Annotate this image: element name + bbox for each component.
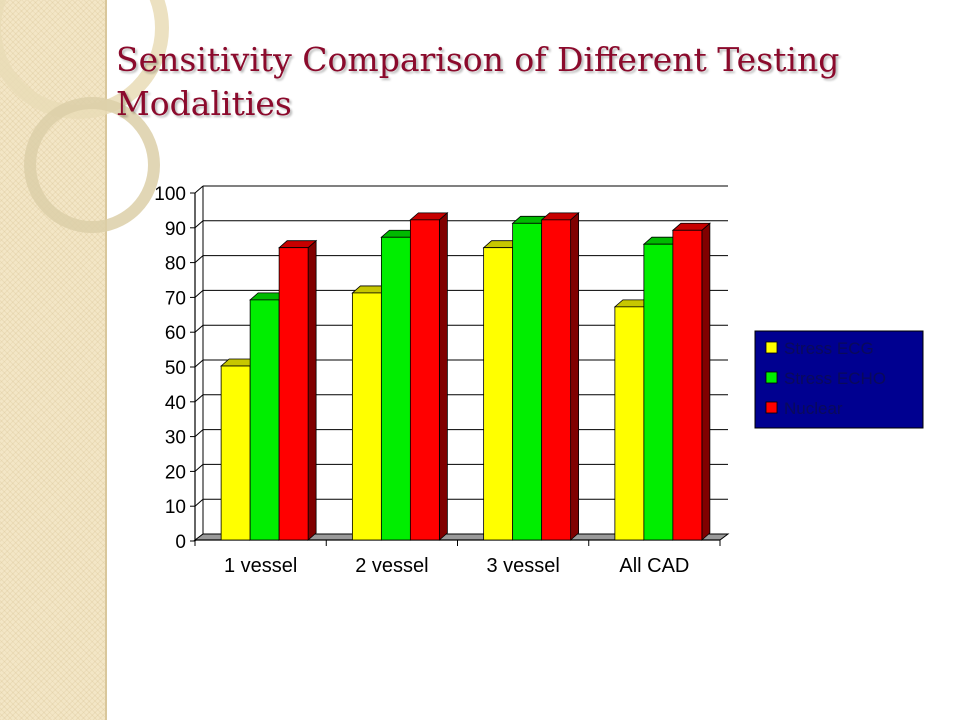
y-tick-label: 90 (165, 219, 186, 240)
bar-nuclear-3-vessel (541, 219, 572, 541)
y-tick-label: 50 (165, 358, 186, 379)
bar-stress-ecg-2-vessel (351, 292, 382, 541)
gridline-side (194, 290, 204, 298)
bar-side (438, 211, 448, 541)
gridline-side (194, 359, 204, 368)
gridline-side (194, 394, 204, 403)
y-tick-label: 80 (165, 254, 186, 275)
deco-circle-large (0, 0, 169, 119)
gridline-side (194, 255, 204, 263)
legend-swatch (765, 341, 778, 354)
gridline-side (194, 324, 204, 333)
bar-stress-ecg-3-vessel (483, 247, 514, 541)
x-category-label: 1 vessel (224, 555, 297, 577)
gridline-side (194, 429, 204, 437)
legend-box (754, 330, 924, 429)
y-tick-label: 10 (165, 497, 186, 518)
panel-edge-divider (105, 0, 107, 720)
gridline-side (194, 464, 204, 472)
bar-stress-echo-2-vessel (380, 236, 411, 541)
bar-side (701, 222, 711, 541)
x-category-label: 2 vessel (355, 555, 428, 577)
bar-nuclear-all-cad (672, 229, 703, 541)
legend-entry: Stress ECG (784, 339, 874, 358)
gridline-side (194, 498, 204, 507)
bar-side (570, 211, 580, 541)
deco-circle-small (24, 97, 160, 233)
bar-stress-echo-1-vessel (249, 299, 280, 541)
bar-stress-ecg-1-vessel (220, 365, 251, 541)
y-tick-label: 30 (165, 428, 186, 449)
x-category-label: 3 vessel (486, 555, 559, 577)
y-tick-label: 20 (165, 462, 186, 483)
chart-legend: Stress ECG Stress ECHO Nuclear (754, 330, 924, 429)
slide-title: Sensitivity Comparison of Different Test… (116, 40, 840, 123)
y-tick-label: 0 (175, 532, 186, 553)
y-tick-label: 70 (165, 288, 186, 309)
gridline-side (194, 220, 204, 229)
legend-entry: Stress ECHO (784, 369, 886, 388)
bar-stress-echo-3-vessel (512, 222, 543, 541)
gridline-side (194, 185, 204, 194)
x-category-label: All CAD (619, 555, 689, 577)
y-tick-label: 100 (154, 184, 186, 205)
bar-stress-ecg-all-cad (614, 306, 645, 541)
bar-stress-echo-all-cad (643, 243, 674, 541)
bar-nuclear-1-vessel (278, 247, 309, 541)
bar-nuclear-2-vessel (409, 219, 440, 541)
y-tick-label: 40 (165, 393, 186, 414)
bar-side (307, 239, 317, 541)
y-tick-label: 60 (165, 323, 186, 344)
legend-entry: Nuclear (784, 399, 843, 418)
legend-swatch (765, 401, 778, 414)
legend-swatch (765, 371, 778, 384)
